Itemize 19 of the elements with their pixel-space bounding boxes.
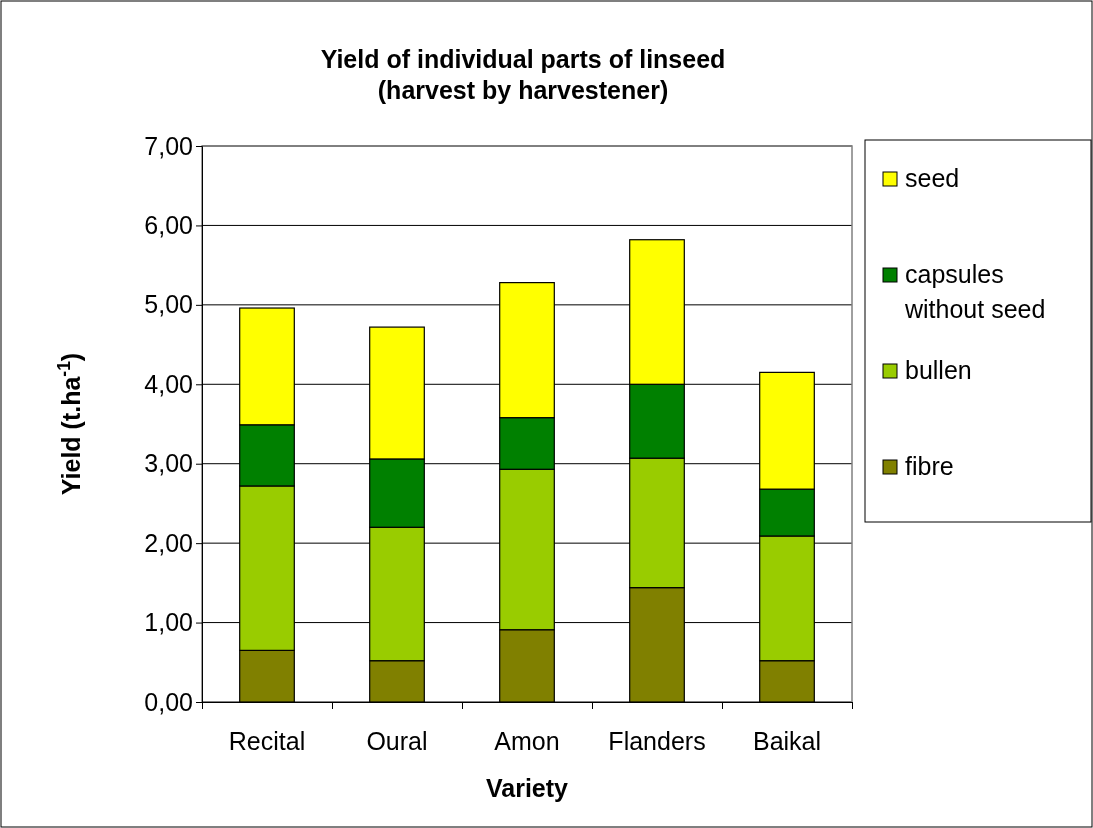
- y-tick-label: 1,00: [144, 608, 193, 637]
- x-axis-title: Variety: [485, 774, 569, 802]
- y-tick-label: 0,00: [144, 687, 193, 716]
- x-tick-label: Oural: [366, 727, 428, 755]
- x-tick-label: Recital: [228, 727, 306, 755]
- x-tick-label: Flanders: [608, 727, 706, 755]
- x-tick-label: Amon: [494, 727, 560, 755]
- legend-label: seed: [905, 164, 960, 192]
- legend-label: bullen: [905, 356, 972, 384]
- y-tick-label: 5,00: [144, 290, 193, 319]
- x-tick-label: Baikal: [752, 727, 822, 755]
- chart-title: Yield of individual parts of linseed (harvest by harvestener): [320, 45, 726, 104]
- legend-label: fibre: [905, 452, 954, 480]
- y-tick-label: 4,00: [144, 369, 193, 398]
- y-tick-label: 7,00: [144, 131, 193, 160]
- y-tick-label: 3,00: [144, 449, 193, 478]
- y-tick-label: 6,00: [144, 210, 193, 239]
- y-tick-label: 2,00: [144, 528, 193, 557]
- legend-label: capsules without seed: [904, 260, 1046, 323]
